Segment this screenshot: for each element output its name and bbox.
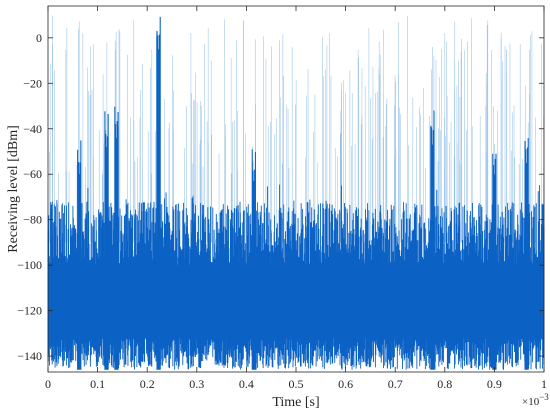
signal-peak <box>77 140 82 370</box>
x-tick-label: 0.2 <box>140 377 155 391</box>
x-axis-exponent: ×10−3 <box>522 392 549 408</box>
x-tick-label: 1 <box>541 377 547 391</box>
signal-sparse-spikes <box>49 15 544 243</box>
y-tick-label: −20 <box>23 76 42 90</box>
y-tick-label: −120 <box>17 304 42 318</box>
signal-peak <box>114 106 119 370</box>
x-tick-label: 0.7 <box>388 377 403 391</box>
y-tick-label: −80 <box>23 213 42 227</box>
x-tick-label: 0.1 <box>90 377 105 391</box>
x-tick-label: 0.3 <box>189 377 204 391</box>
axis-ticks: 0 0.1 0.2 0.3 0.4 0.5 0.6 0.7 0.8 0.9 1 0 −20 −40 −60 −… <box>17 6 547 391</box>
y-tick-label: −100 <box>17 258 42 272</box>
x-tick-label: 0.5 <box>289 377 304 391</box>
y-tick-label: 0 <box>36 31 42 45</box>
x-axis-exponent-power: −3 <box>539 392 549 402</box>
x-tick-label: 0.4 <box>239 377 254 391</box>
x-tick-label: 0.8 <box>437 377 452 391</box>
x-axis-label: Time [s] <box>272 395 319 410</box>
x-tick-label: 0 <box>45 377 51 391</box>
signal-peak <box>251 149 256 370</box>
signal-peak <box>524 138 529 370</box>
x-tick-label: 0.6 <box>338 377 353 391</box>
x-tick-label: 0.9 <box>487 377 502 391</box>
y-tick-label: −140 <box>17 349 42 363</box>
y-tick-label: −40 <box>23 122 42 136</box>
y-axis-label: Receiving level [dBm] <box>6 125 21 253</box>
x-axis-exponent-base: ×10 <box>522 396 540 408</box>
signal-peak <box>156 16 161 370</box>
y-tick-label: −60 <box>23 167 42 181</box>
signal-series <box>47 15 545 370</box>
signal-peak <box>492 153 497 370</box>
signal-peak <box>430 110 435 370</box>
signal-peak <box>104 111 109 370</box>
